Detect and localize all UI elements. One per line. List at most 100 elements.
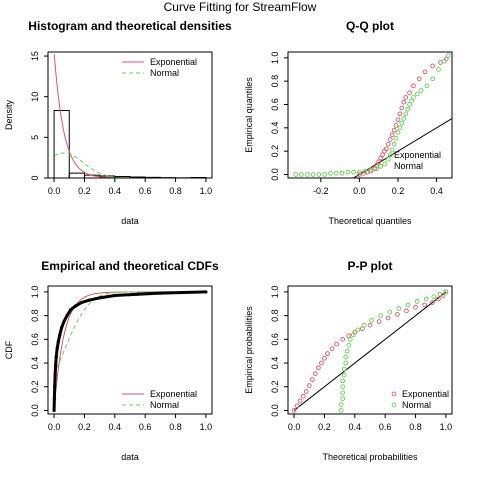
legend-label: Exponential — [150, 389, 197, 399]
exponential-point — [395, 117, 401, 123]
histogram-bar — [68, 172, 85, 178]
normal-point — [411, 95, 416, 100]
normal-point — [316, 172, 322, 177]
normal-point — [355, 327, 361, 333]
normal-point — [350, 332, 356, 337]
normal-point — [430, 76, 436, 82]
normal-point — [378, 313, 383, 318]
exponential-point — [430, 63, 436, 69]
empirical-cdf-point — [53, 373, 57, 377]
normal-point — [399, 120, 405, 126]
exponential-point — [391, 127, 397, 133]
normal-point — [304, 172, 310, 177]
x-tick-label: 1.0 — [200, 422, 213, 432]
y-tick-label: 10 — [30, 92, 40, 102]
normal-point — [418, 88, 424, 93]
empirical-cdf-point — [56, 340, 60, 344]
exponential-point — [312, 371, 318, 377]
figure-title: Curve Fitting for StreamFlow — [164, 0, 317, 14]
x-tick-label: 0.6 — [379, 422, 392, 432]
y-tick-label: 0.6 — [30, 333, 40, 346]
normal-point — [378, 163, 383, 169]
exponential-point — [294, 403, 300, 409]
exponential-point — [319, 360, 324, 366]
y-tick-label: 15 — [30, 51, 40, 61]
exponential-point — [429, 300, 435, 305]
x-axis-label: Theoretical probabilities — [322, 452, 418, 462]
normal-point — [387, 152, 393, 158]
chart-title: Q-Q plot — [346, 19, 394, 33]
empirical-cdf-point — [52, 396, 56, 401]
plot-area — [291, 289, 449, 413]
exponential-point — [407, 90, 412, 96]
y-tick-label: 0.6 — [270, 98, 280, 111]
normal-point — [345, 169, 351, 175]
normal-point — [396, 306, 402, 311]
exponential-point — [411, 83, 416, 89]
legend-label: Normal — [150, 68, 179, 78]
y-tick-label: 0.8 — [270, 75, 280, 88]
exponential-point — [384, 146, 389, 152]
x-tick-label: 0.8 — [409, 422, 422, 432]
exponential-point — [322, 355, 327, 361]
y-tick-label: 0.0 — [30, 404, 40, 417]
normal-point — [351, 169, 356, 175]
normal-point — [339, 170, 345, 176]
y-tick-label: 0.0 — [270, 404, 280, 417]
y-tick-label: 0.2 — [270, 380, 280, 393]
normal-point — [443, 289, 449, 295]
panel-cdf: Empirical and theoretical CDFs 0.0 0.2 0.4 0… — [4, 259, 219, 462]
normal-point — [322, 172, 328, 177]
chart-title: Empirical and theoretical CDFs — [41, 259, 219, 273]
normal-point — [414, 299, 420, 304]
normal-point — [341, 372, 347, 378]
exponential-point — [397, 111, 403, 117]
exponential-point — [416, 76, 422, 82]
normal-point — [310, 172, 316, 177]
y-tick-label: 0.0 — [270, 168, 280, 181]
y-tick-label: 0.8 — [270, 309, 280, 322]
y-tick-label: 0.6 — [270, 333, 280, 346]
normal-point — [340, 384, 346, 390]
x-tick-label: 0.4 — [430, 186, 443, 196]
x-tick-label: -0.2 — [313, 186, 329, 196]
x-axis-label: Theoretical quantiles — [328, 216, 412, 226]
normal-point — [409, 98, 414, 104]
exponential-point — [399, 105, 405, 111]
x-axis-label: data — [121, 452, 139, 462]
normal-point — [361, 322, 367, 328]
x-tick-label: 0.4 — [349, 422, 362, 432]
y-tick-label: 0.2 — [30, 380, 40, 393]
x-tick-label: 0.0 — [48, 186, 61, 196]
normal-point — [299, 172, 304, 177]
exponential-point — [387, 137, 393, 142]
normal-point — [338, 408, 344, 413]
normal-point — [347, 336, 353, 342]
y-tick-label: 1.0 — [270, 286, 280, 299]
normal-point — [340, 390, 346, 396]
y-tick-label: 0.4 — [270, 357, 280, 370]
y-axis-label: Density — [4, 99, 14, 130]
normal-point — [414, 91, 420, 97]
plot-frame — [287, 51, 453, 179]
exponential-point — [376, 319, 382, 324]
exponential-point — [297, 398, 303, 404]
empirical-cdf-point — [60, 325, 64, 330]
normal-point — [436, 67, 441, 72]
reference-line — [293, 291, 447, 411]
panel-qq: Q-Q plot -0.2 0.0 0.2 0.4 0.0 0.2 0.4 0.6 0.8 1.0 T… — [244, 19, 453, 226]
exponential-point — [404, 308, 409, 314]
x-tick-label: 0.0 — [288, 422, 301, 432]
empirical-cdf-point — [204, 290, 208, 294]
x-tick-label: 0.4 — [109, 186, 122, 196]
normal-point — [369, 318, 374, 323]
normal-point — [357, 169, 362, 175]
empirical-cdf-point — [65, 314, 69, 318]
exponential-point — [394, 312, 400, 317]
exponential-point — [340, 336, 346, 342]
normal-point — [385, 156, 391, 162]
exponential-point — [291, 408, 297, 413]
